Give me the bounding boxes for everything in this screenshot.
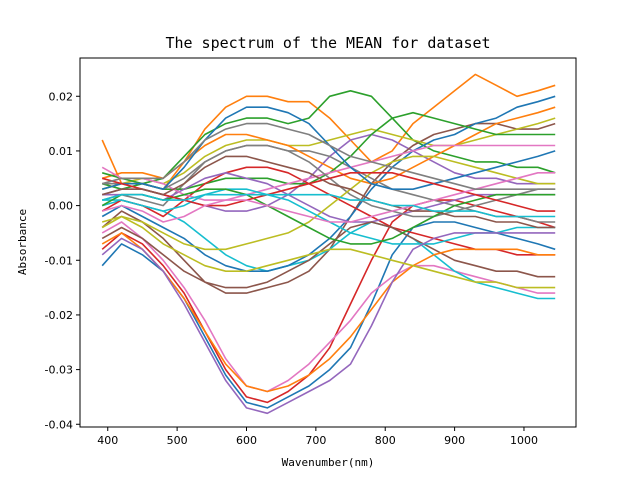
x-axis-ticks: 400 500 600 700 800 900 1000 bbox=[97, 427, 538, 447]
x-tick-label: 800 bbox=[375, 434, 396, 447]
y-tick-label: 0.00 bbox=[49, 200, 74, 213]
series-line-9 bbox=[101, 117, 556, 190]
series-line-7 bbox=[101, 221, 556, 393]
chart-title: The spectrum of the MEAN for dataset bbox=[165, 34, 490, 52]
series-line-23 bbox=[101, 188, 556, 245]
y-tick-label: 0.01 bbox=[49, 145, 74, 158]
series-line-17 bbox=[101, 144, 556, 201]
series-line-30 bbox=[101, 193, 556, 218]
x-tick-label: 400 bbox=[97, 434, 118, 447]
y-tick-label: -0.02 bbox=[45, 309, 73, 322]
x-tick-label: 900 bbox=[444, 434, 465, 447]
x-tick-label: 1000 bbox=[510, 434, 538, 447]
y-tick-label: -0.03 bbox=[45, 364, 73, 377]
series-line-25 bbox=[101, 232, 556, 415]
y-tick-label: 0.02 bbox=[49, 90, 74, 103]
series-line-4 bbox=[101, 199, 556, 404]
x-tick-label: 600 bbox=[236, 434, 257, 447]
x-tick-label: 700 bbox=[305, 434, 326, 447]
series-line-3 bbox=[101, 90, 556, 190]
series-line-28 bbox=[101, 122, 556, 190]
x-axis-label: Wavenumber(nm) bbox=[282, 456, 375, 469]
y-axis-label: Absorbance bbox=[16, 209, 29, 275]
series-layer bbox=[101, 73, 556, 415]
y-axis-ticks: -0.04 -0.03 -0.02 -0.01 0.00 0.01 0.02 bbox=[45, 90, 80, 431]
series-line-22 bbox=[101, 232, 556, 393]
series-line-24 bbox=[101, 172, 556, 212]
series-line-29 bbox=[101, 215, 556, 289]
series-line-2 bbox=[101, 73, 556, 190]
series-line-27 bbox=[101, 172, 556, 223]
series-line-26 bbox=[101, 155, 556, 229]
y-tick-label: -0.04 bbox=[45, 418, 73, 431]
y-tick-label: -0.01 bbox=[45, 254, 73, 267]
series-line-15 bbox=[102, 172, 556, 223]
plot-frame bbox=[79, 57, 577, 428]
series-line-19 bbox=[101, 155, 556, 251]
x-tick-label: 500 bbox=[167, 434, 188, 447]
series-line-16 bbox=[101, 221, 556, 289]
